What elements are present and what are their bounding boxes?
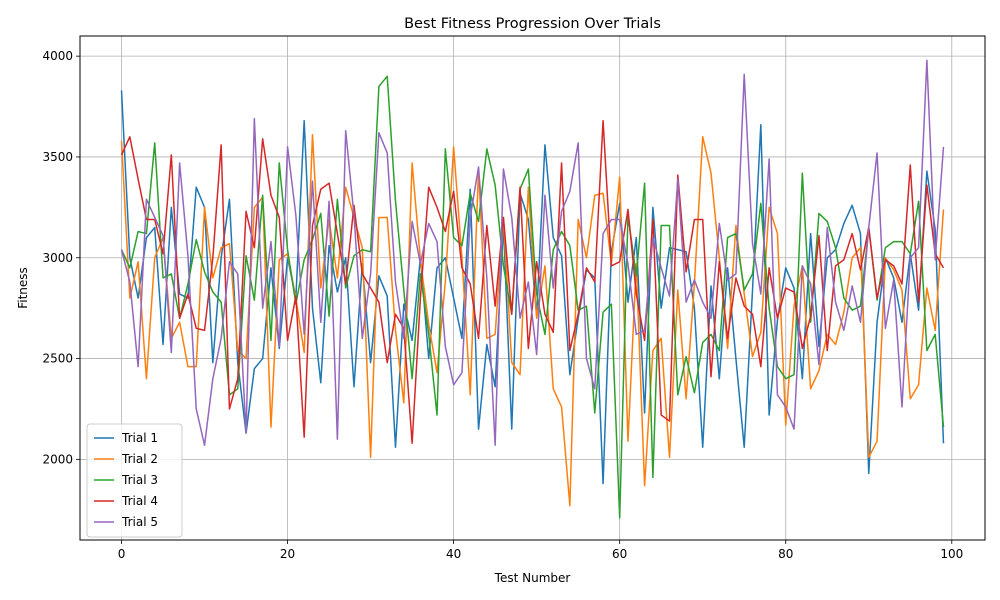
x-tick-label: 20 (280, 547, 295, 561)
series-line-trial-1 (120, 90, 945, 485)
legend-label: Trial 2 (121, 452, 158, 466)
y-axis-label: Fitness (16, 267, 30, 309)
y-axis-ticks: 2000 2500 3000 3500 4000 (42, 49, 80, 466)
legend-box (86, 423, 183, 538)
x-tick-label: 40 (446, 547, 461, 561)
y-tick-label: 3500 (42, 150, 73, 164)
x-tick-label: 60 (612, 547, 627, 561)
legend-label: Trial 5 (121, 515, 158, 529)
x-axis-label: Test Number (494, 571, 571, 585)
chart-title: Best Fitness Progression Over Trials (404, 16, 661, 32)
y-tick-label: 3000 (42, 251, 73, 265)
legend: Trial 1 Trial 2 Trial 3 Trial 4 Trial 5 (86, 423, 183, 538)
y-tick-label: 4000 (42, 49, 73, 63)
series-lines (120, 59, 945, 519)
y-tick-label: 2000 (42, 452, 73, 466)
series-line-trial-3 (120, 75, 945, 519)
x-tick-label: 100 (940, 547, 963, 561)
series-line-trial-4 (120, 119, 945, 444)
plot-frame (79, 35, 986, 541)
legend-label: Trial 1 (121, 431, 158, 445)
x-axis-ticks: 0 20 40 60 80 100 (118, 540, 963, 561)
x-tick-label: 80 (778, 547, 793, 561)
x-tick-label: 0 (118, 547, 126, 561)
series-line-trial-5 (120, 59, 945, 446)
legend-label: Trial 3 (121, 473, 158, 487)
legend-label: Trial 4 (121, 494, 158, 508)
y-tick-label: 2500 (42, 352, 73, 366)
